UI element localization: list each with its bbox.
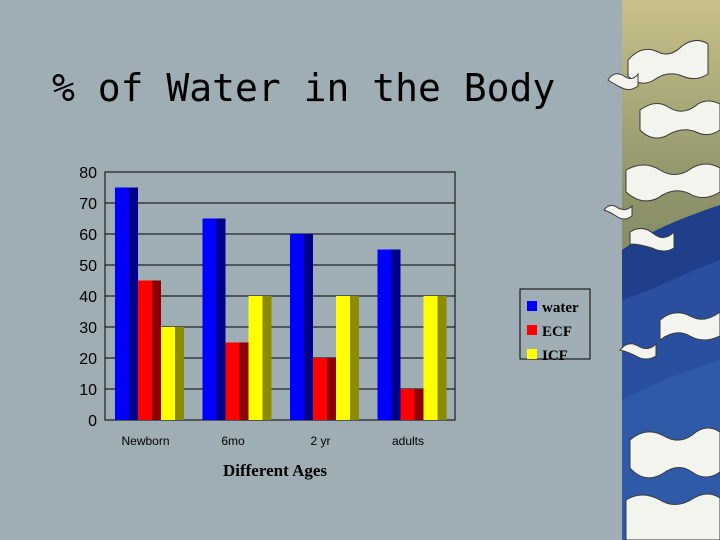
y-axis-ticks: 0 10 20 30 40 50 60 70 80 xyxy=(79,165,97,430)
wave-foam xyxy=(603,40,720,540)
y-tick-label: 70 xyxy=(79,196,97,213)
bar-water-6mo xyxy=(202,218,226,420)
y-tick-label: 0 xyxy=(88,413,97,430)
legend-label: ICF xyxy=(542,348,568,364)
legend-label: ECF xyxy=(542,324,572,340)
bar-icf-2-yr xyxy=(336,296,359,420)
bar-icf-newborn xyxy=(161,327,184,420)
legend: water ECF ICF xyxy=(519,288,591,364)
bar-ecf-2-yr xyxy=(313,358,336,420)
bar-ecf-6mo xyxy=(225,342,249,420)
x-tick-label: 6mo xyxy=(221,434,245,448)
y-tick-label: 40 xyxy=(79,289,97,306)
plot-area xyxy=(104,171,456,421)
y-tick-label: 30 xyxy=(79,320,97,337)
y-tick-label: 10 xyxy=(79,382,97,399)
bar-water-2-yr xyxy=(290,234,313,420)
y-tick-label: 50 xyxy=(79,258,97,275)
legend-swatch xyxy=(527,349,537,359)
y-tick-label: 80 xyxy=(79,165,97,182)
x-tick-label: 2 yr xyxy=(310,434,330,448)
legend-label: water xyxy=(542,300,579,316)
bar-water-adults xyxy=(377,249,401,420)
bars xyxy=(115,187,447,420)
bar-icf-adults xyxy=(423,296,447,420)
x-tick-label: adults xyxy=(392,434,424,448)
legend-swatch xyxy=(527,301,537,311)
x-axis-ticks: Newborn 6mo 2 yr adults xyxy=(121,434,424,448)
y-tick-label: 60 xyxy=(79,227,97,244)
slide-title: % of Water in the Body xyxy=(52,66,556,110)
x-tick-label: Newborn xyxy=(121,434,169,448)
bar-ecf-adults xyxy=(400,389,424,420)
bar-ecf-newborn xyxy=(138,280,161,420)
legend-box xyxy=(519,288,591,360)
bar-icf-6mo xyxy=(248,296,272,420)
x-axis-label: Different Ages xyxy=(223,461,327,480)
y-tick-label: 20 xyxy=(79,351,97,368)
legend-swatch xyxy=(527,325,537,335)
bar-water-newborn xyxy=(115,187,138,420)
